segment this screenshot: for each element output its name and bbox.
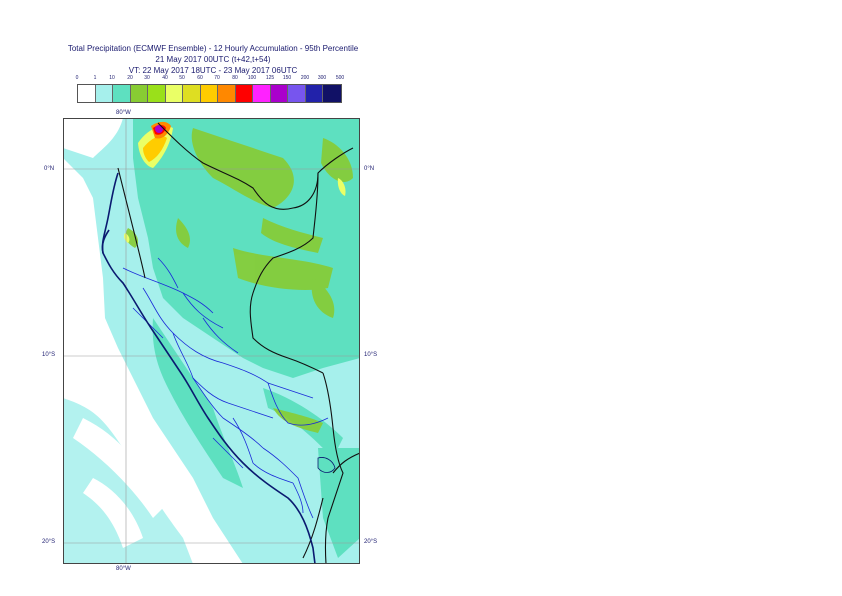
legend-labels: 0 1 10 20 30 40 50 60 70 80 100 125 150 … [70, 75, 360, 84]
legend-label: 200 [300, 75, 310, 81]
legend-swatch [95, 85, 113, 102]
map-frame [63, 118, 360, 564]
coastline [101, 172, 316, 564]
legend-label: 500 [335, 75, 345, 81]
map-canvas [63, 118, 360, 564]
lat-label-right-20: 20°S [364, 539, 378, 545]
legend-label: 30 [144, 75, 150, 81]
graticule [63, 118, 360, 564]
legend-label: 40 [162, 75, 168, 81]
legend-swatch [183, 85, 201, 102]
legend-label: 50 [179, 75, 185, 81]
lat-label-left-20: 20°S [42, 539, 56, 545]
precipitation-map [63, 118, 360, 564]
lon-label-top: 80°W [116, 110, 131, 116]
legend-swatch [323, 85, 341, 102]
lon-label-bottom: 80°W [116, 566, 131, 572]
regional-boundaries [122, 257, 329, 519]
legend-swatch [130, 85, 148, 102]
lat-label-left-0: 0°N [44, 166, 55, 172]
legend-swatch [305, 85, 323, 102]
legend-label: 70 [214, 75, 220, 81]
legend-swatch [165, 85, 183, 102]
lat-label-right-0: 0°N [364, 166, 375, 172]
legend-label: 20 [127, 75, 133, 81]
legend-label: 0 [75, 75, 79, 81]
run-date: 21 May 2017 00UTC (t+42,t+54) [155, 55, 271, 64]
legend-swatch [113, 85, 131, 102]
valid-time: VT: 22 May 2017 18UTC - 23 May 2017 06UT… [128, 66, 298, 75]
legend-swatch [218, 85, 236, 102]
color-legend [77, 84, 342, 103]
lat-label-right-10: 10°S [364, 352, 378, 358]
legend-swatch [148, 85, 166, 102]
legend-swatch [235, 85, 253, 102]
legend-label: 125 [265, 75, 275, 81]
precip-core [124, 121, 346, 243]
legend-swatch [253, 85, 271, 102]
legend-swatch [200, 85, 218, 102]
precip-medium [133, 118, 360, 558]
legend-label: 10 [109, 75, 115, 81]
chart-title: Total Precipitation (ECMWF Ensemble) - 1… [67, 44, 359, 53]
legend-label: 300 [317, 75, 327, 81]
legend-label: 60 [197, 75, 203, 81]
lat-label-left-10: 10°S [42, 352, 56, 358]
legend-swatch [288, 85, 306, 102]
lake-titicaca [317, 457, 336, 473]
national-borders [117, 122, 360, 564]
legend-swatch [78, 85, 96, 102]
legend-label: 80 [232, 75, 238, 81]
legend-label: 150 [282, 75, 292, 81]
legend-label: 100 [247, 75, 257, 81]
legend-label: 1 [93, 75, 97, 81]
legend-swatch [270, 85, 288, 102]
